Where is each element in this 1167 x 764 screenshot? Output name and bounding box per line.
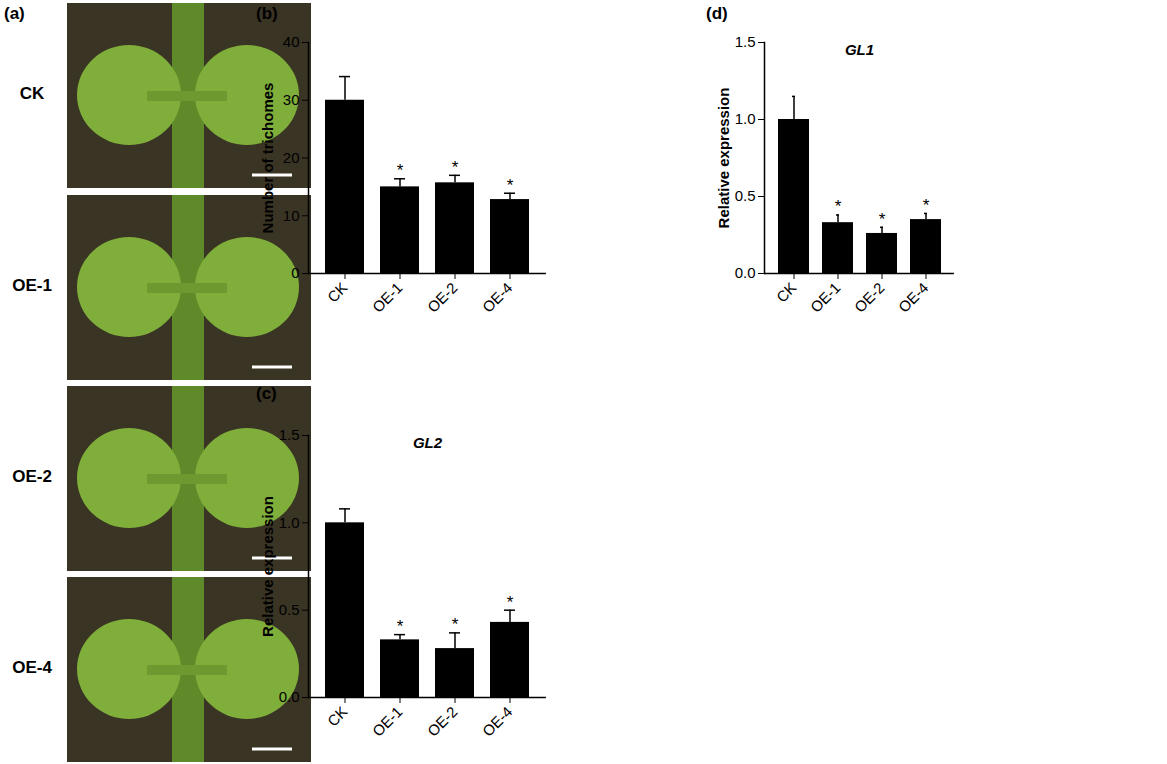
svg-text:1.0: 1.0 xyxy=(735,110,756,127)
svg-text:0.5: 0.5 xyxy=(735,187,756,204)
svg-text:30: 30 xyxy=(283,91,300,108)
html-text:OE-2: OE-2 xyxy=(12,467,52,486)
svg-text:*: * xyxy=(923,196,930,215)
svg-text:1.0: 1.0 xyxy=(279,514,300,531)
svg-text:GL2: GL2 xyxy=(413,434,443,451)
svg-text:OE-1: OE-1 xyxy=(807,279,844,316)
svg-text:*: * xyxy=(452,158,459,177)
html-text:OE-1: OE-1 xyxy=(12,276,52,295)
svg-text:Number of trichomes: Number of trichomes xyxy=(259,83,276,234)
html-text:OE-4: OE-4 xyxy=(12,658,52,677)
svg-text:*: * xyxy=(397,161,404,180)
svg-text:OE-1: OE-1 xyxy=(369,279,406,316)
svg-text:*: * xyxy=(452,615,459,634)
svg-text:*: * xyxy=(507,176,514,195)
svg-text:0: 0 xyxy=(291,264,299,281)
svg-text:0.0: 0.0 xyxy=(279,688,300,705)
svg-text:CK: CK xyxy=(324,703,351,730)
svg-text:*: * xyxy=(879,210,886,229)
svg-text:OE-2: OE-2 xyxy=(851,279,888,316)
svg-text:OE-2: OE-2 xyxy=(424,279,461,316)
html-text:(d): (d) xyxy=(706,4,728,23)
html-text:CK: CK xyxy=(19,84,45,103)
svg-text:OE-4: OE-4 xyxy=(479,703,516,740)
svg-text:Relative expression: Relative expression xyxy=(715,88,732,229)
svg-text:CK: CK xyxy=(773,279,800,306)
svg-text:*: * xyxy=(835,197,842,216)
svg-text:CK: CK xyxy=(324,279,351,306)
svg-text:OE-4: OE-4 xyxy=(895,279,932,316)
svg-text:0.5: 0.5 xyxy=(279,601,300,618)
svg-text:20: 20 xyxy=(283,149,300,166)
html-text:(b): (b) xyxy=(256,4,278,23)
svg-text:40: 40 xyxy=(283,33,300,50)
html-text:(a): (a) xyxy=(4,4,25,23)
html-text:(c): (c) xyxy=(256,384,277,403)
svg-text:*: * xyxy=(507,593,514,612)
svg-text:1.5: 1.5 xyxy=(279,426,300,443)
svg-text:0.0: 0.0 xyxy=(735,264,756,281)
svg-text:OE-4: OE-4 xyxy=(479,279,516,316)
svg-text:GL1: GL1 xyxy=(845,41,874,58)
svg-text:1.5: 1.5 xyxy=(735,33,756,50)
svg-text:OE-1: OE-1 xyxy=(369,703,406,740)
svg-text:OE-2: OE-2 xyxy=(424,703,461,740)
svg-text:10: 10 xyxy=(283,207,300,224)
svg-text:Relative expression: Relative expression xyxy=(259,496,276,637)
svg-text:*: * xyxy=(397,617,404,636)
